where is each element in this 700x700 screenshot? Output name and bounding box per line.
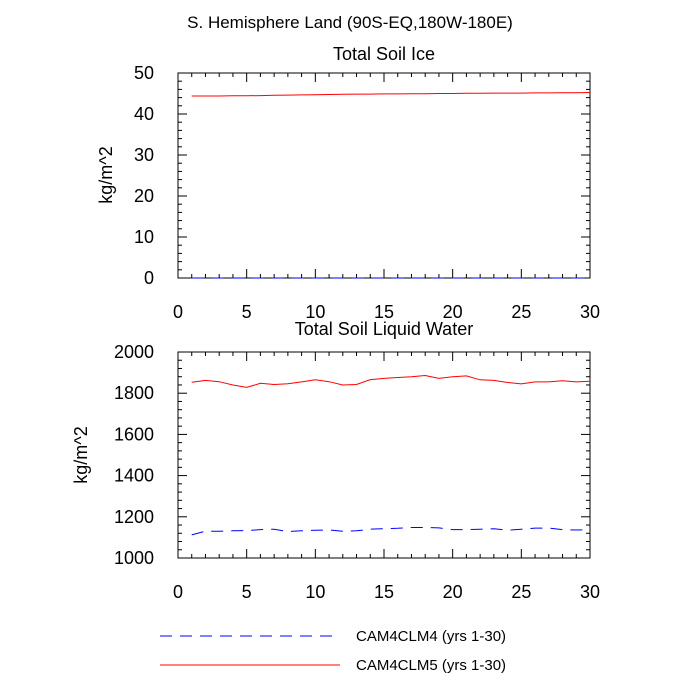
y-axis-label: kg/m^2 [71, 426, 91, 483]
x-tick-label: 10 [305, 582, 325, 602]
x-tick-label: 20 [443, 302, 463, 322]
y-tick-label: 40 [134, 104, 154, 124]
panel-title: Total Soil Liquid Water [295, 319, 473, 339]
y-tick-label: 1600 [114, 424, 154, 444]
panel-title: Total Soil Ice [333, 44, 435, 64]
x-tick-label: 0 [173, 582, 183, 602]
soil-liquid-water-panel: Total Soil Liquid Water kg/m^2 0 5 10 15 20 2… [71, 319, 600, 602]
y-tick-label: 10 [134, 227, 154, 247]
legend-label-cam4clm5: CAM4CLM5 (yrs 1-30) [356, 657, 506, 674]
y-tick-label: 1200 [114, 507, 154, 527]
axis-ticks: 0 5 10 15 20 25 30 1000 1200 1400 1600 1800 2000 [114, 342, 600, 602]
series-line-cam4clm5 [191, 92, 591, 97]
y-tick-label: 20 [134, 186, 154, 206]
legend-label-cam4clm4: CAM4CLM4 (yrs 1-30) [356, 628, 506, 645]
soil-ice-panel: Total Soil Ice kg/m^2 0 5 10 15 20 25 30 0 10 20 3… [96, 44, 600, 322]
x-tick-label: 5 [242, 302, 252, 322]
y-tick-label: 50 [134, 63, 154, 83]
x-tick-label: 20 [443, 582, 463, 602]
series-lines [191, 374, 591, 536]
x-tick-label: 30 [580, 302, 600, 322]
y-tick-label: 0 [144, 268, 154, 288]
x-tick-label: 15 [374, 302, 394, 322]
y-axis-label: kg/m^2 [96, 146, 116, 203]
x-tick-label: 25 [511, 582, 531, 602]
x-tick-label: 10 [305, 302, 325, 322]
figure-title: S. Hemisphere Land (90S-EQ,180W-180E) [187, 13, 513, 32]
x-tick-label: 5 [242, 582, 252, 602]
y-tick-label: 30 [134, 145, 154, 165]
axis-ticks: 0 5 10 15 20 25 30 0 10 20 30 40 50 [134, 63, 600, 322]
x-tick-label: 15 [374, 582, 394, 602]
y-tick-label: 1000 [114, 548, 154, 568]
series-lines [191, 92, 591, 279]
x-tick-label: 25 [511, 302, 531, 322]
legend: CAM4CLM4 (yrs 1-30) CAM4CLM5 (yrs 1-30) [160, 628, 506, 674]
series-line-cam4clm4 [191, 527, 591, 536]
y-tick-label: 1800 [114, 383, 154, 403]
x-tick-label: 30 [580, 582, 600, 602]
series-line-cam4clm5 [191, 374, 591, 388]
y-tick-label: 1400 [114, 466, 154, 486]
plot-frame [177, 72, 591, 279]
y-tick-label: 2000 [114, 342, 154, 362]
x-tick-label: 0 [173, 302, 183, 322]
